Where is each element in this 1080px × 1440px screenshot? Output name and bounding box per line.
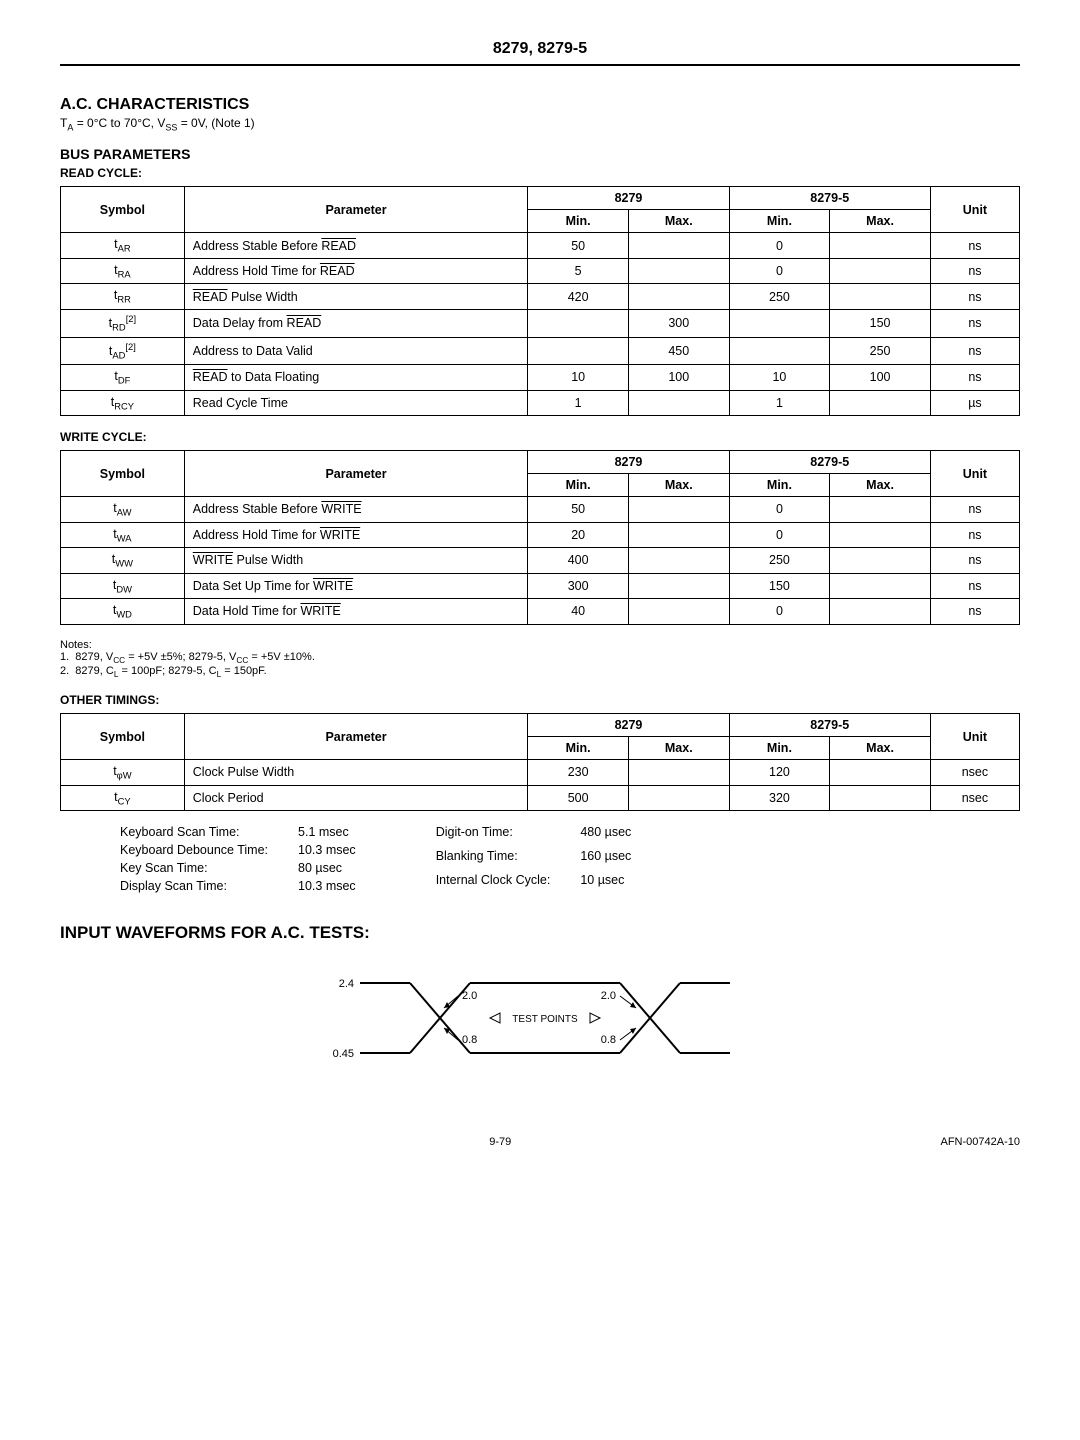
v-lo-label: 0.45 <box>333 1048 354 1060</box>
timing-value: 160 µsec <box>580 849 631 869</box>
other-timings-table: Symbol Parameter 8279 8279-5 Unit Min. M… <box>60 713 1020 811</box>
note-1: 1. 8279, VCC = +5V ±5%; 8279-5, VCC = +5… <box>60 651 1020 665</box>
footer-center: 9-79 <box>489 1136 511 1148</box>
th-8279-5: 8279-5 <box>729 451 930 474</box>
timing-label: Internal Clock Cycle: <box>436 873 551 893</box>
page-footer: 9-79 AFN-00742A-10 <box>60 1136 1020 1148</box>
timing-value: 10 µsec <box>580 873 631 893</box>
table-row: tCYClock Period500320nsec <box>61 785 1020 811</box>
th-unit: Unit <box>930 451 1019 497</box>
v-hi-label: 2.4 <box>339 978 354 990</box>
table-row: tARAddress Stable Before READ500ns <box>61 233 1020 259</box>
th-8279: 8279 <box>528 714 729 737</box>
th-min: Min. <box>528 210 629 233</box>
th-8279: 8279 <box>528 451 729 474</box>
write-cycle-table: Symbol Parameter 8279 8279-5 Unit Min. M… <box>60 450 1020 625</box>
table-row: tRRREAD Pulse Width420250ns <box>61 284 1020 310</box>
timing-value: 480 µsec <box>580 825 631 845</box>
thr-hi-right: 2.0 <box>601 990 616 1002</box>
th-8279-5: 8279-5 <box>729 714 930 737</box>
th-min: Min. <box>528 737 629 760</box>
th-unit: Unit <box>930 187 1019 233</box>
thr-lo-right: 0.8 <box>601 1034 616 1046</box>
th-symbol: Symbol <box>61 451 185 497</box>
table-row: tDWData Set Up Time for WRITE300150ns <box>61 573 1020 599</box>
notes-title: Notes: <box>60 639 1020 651</box>
read-cycle-label: READ CYCLE: <box>60 166 1020 180</box>
thr-lo-left: 0.8 <box>462 1034 477 1046</box>
other-timings-label: OTHER TIMINGS: <box>60 693 1020 707</box>
th-8279: 8279 <box>528 187 729 210</box>
th-symbol: Symbol <box>61 714 185 760</box>
table-row: tRD[2]Data Delay from READ300150ns <box>61 309 1020 337</box>
th-param: Parameter <box>184 451 528 497</box>
timing-label: Keyboard Scan Time: <box>120 825 268 839</box>
th-max: Max. <box>628 474 729 497</box>
footer-right: AFN-00742A-10 <box>941 1136 1021 1148</box>
th-param: Parameter <box>184 187 528 233</box>
th-symbol: Symbol <box>61 187 185 233</box>
th-max: Max. <box>628 737 729 760</box>
thr-hi-left: 2.0 <box>462 990 477 1002</box>
th-max: Max. <box>628 210 729 233</box>
th-min: Min. <box>729 474 830 497</box>
timing-value: 5.1 msec <box>298 825 356 839</box>
table-row: tDFREAD to Data Floating1010010100ns <box>61 365 1020 391</box>
table-row: tRAAddress Hold Time for READ50ns <box>61 258 1020 284</box>
table-row: tφWClock Pulse Width230120nsec <box>61 760 1020 786</box>
waveform-diagram: 2.4 0.45 2.0 0.8 2.0 0.8 TEST POINTS <box>60 963 1020 1076</box>
table-row: tWWWRITE Pulse Width400250ns <box>61 548 1020 574</box>
test-points-label: TEST POINTS <box>512 1014 578 1025</box>
timings-list: Keyboard Scan Time: 5.1 msec Keyboard Debo… <box>120 825 1020 893</box>
table-row: tRCYRead Cycle Time11µs <box>61 390 1020 416</box>
th-min: Min. <box>528 474 629 497</box>
timing-value: 80 µsec <box>298 861 356 875</box>
timing-value: 10.3 msec <box>298 879 356 893</box>
th-min: Min. <box>729 737 830 760</box>
th-max: Max. <box>830 737 931 760</box>
ac-conditions: TA = 0°C to 70°C, VSS = 0V, (Note 1) <box>60 116 1020 132</box>
timing-label: Blanking Time: <box>436 849 551 869</box>
table-row: tWAAddress Hold Time for WRITE200ns <box>61 522 1020 548</box>
note-2: 2. 8279, CL = 100pF; 8279-5, CL = 150pF. <box>60 665 1020 679</box>
table-row: tAD[2]Address to Data Valid450250ns <box>61 337 1020 365</box>
th-8279-5: 8279-5 <box>729 187 930 210</box>
th-param: Parameter <box>184 714 528 760</box>
timing-label: Digit-on Time: <box>436 825 551 845</box>
read-cycle-table: Symbol Parameter 8279 8279-5 Unit Min. M… <box>60 186 1020 416</box>
th-max: Max. <box>830 210 931 233</box>
table-row: tWDData Hold Time for WRITE400ns <box>61 599 1020 625</box>
write-cycle-label: WRITE CYCLE: <box>60 430 1020 444</box>
timing-value: 10.3 msec <box>298 843 356 857</box>
timing-label: Key Scan Time: <box>120 861 268 875</box>
waveform-heading: INPUT WAVEFORMS FOR A.C. TESTS: <box>60 923 1020 943</box>
bus-param-heading: BUS PARAMETERS <box>60 146 1020 162</box>
timing-label: Display Scan Time: <box>120 879 268 893</box>
th-unit: Unit <box>930 714 1019 760</box>
ac-char-heading: A.C. CHARACTERISTICS <box>60 96 1020 114</box>
th-min: Min. <box>729 210 830 233</box>
table-row: tAWAddress Stable Before WRITE500ns <box>61 497 1020 523</box>
notes-block: Notes: 1. 8279, VCC = +5V ±5%; 8279-5, V… <box>60 639 1020 679</box>
timing-label: Keyboard Debounce Time: <box>120 843 268 857</box>
page-title: 8279, 8279-5 <box>60 40 1020 66</box>
th-max: Max. <box>830 474 931 497</box>
